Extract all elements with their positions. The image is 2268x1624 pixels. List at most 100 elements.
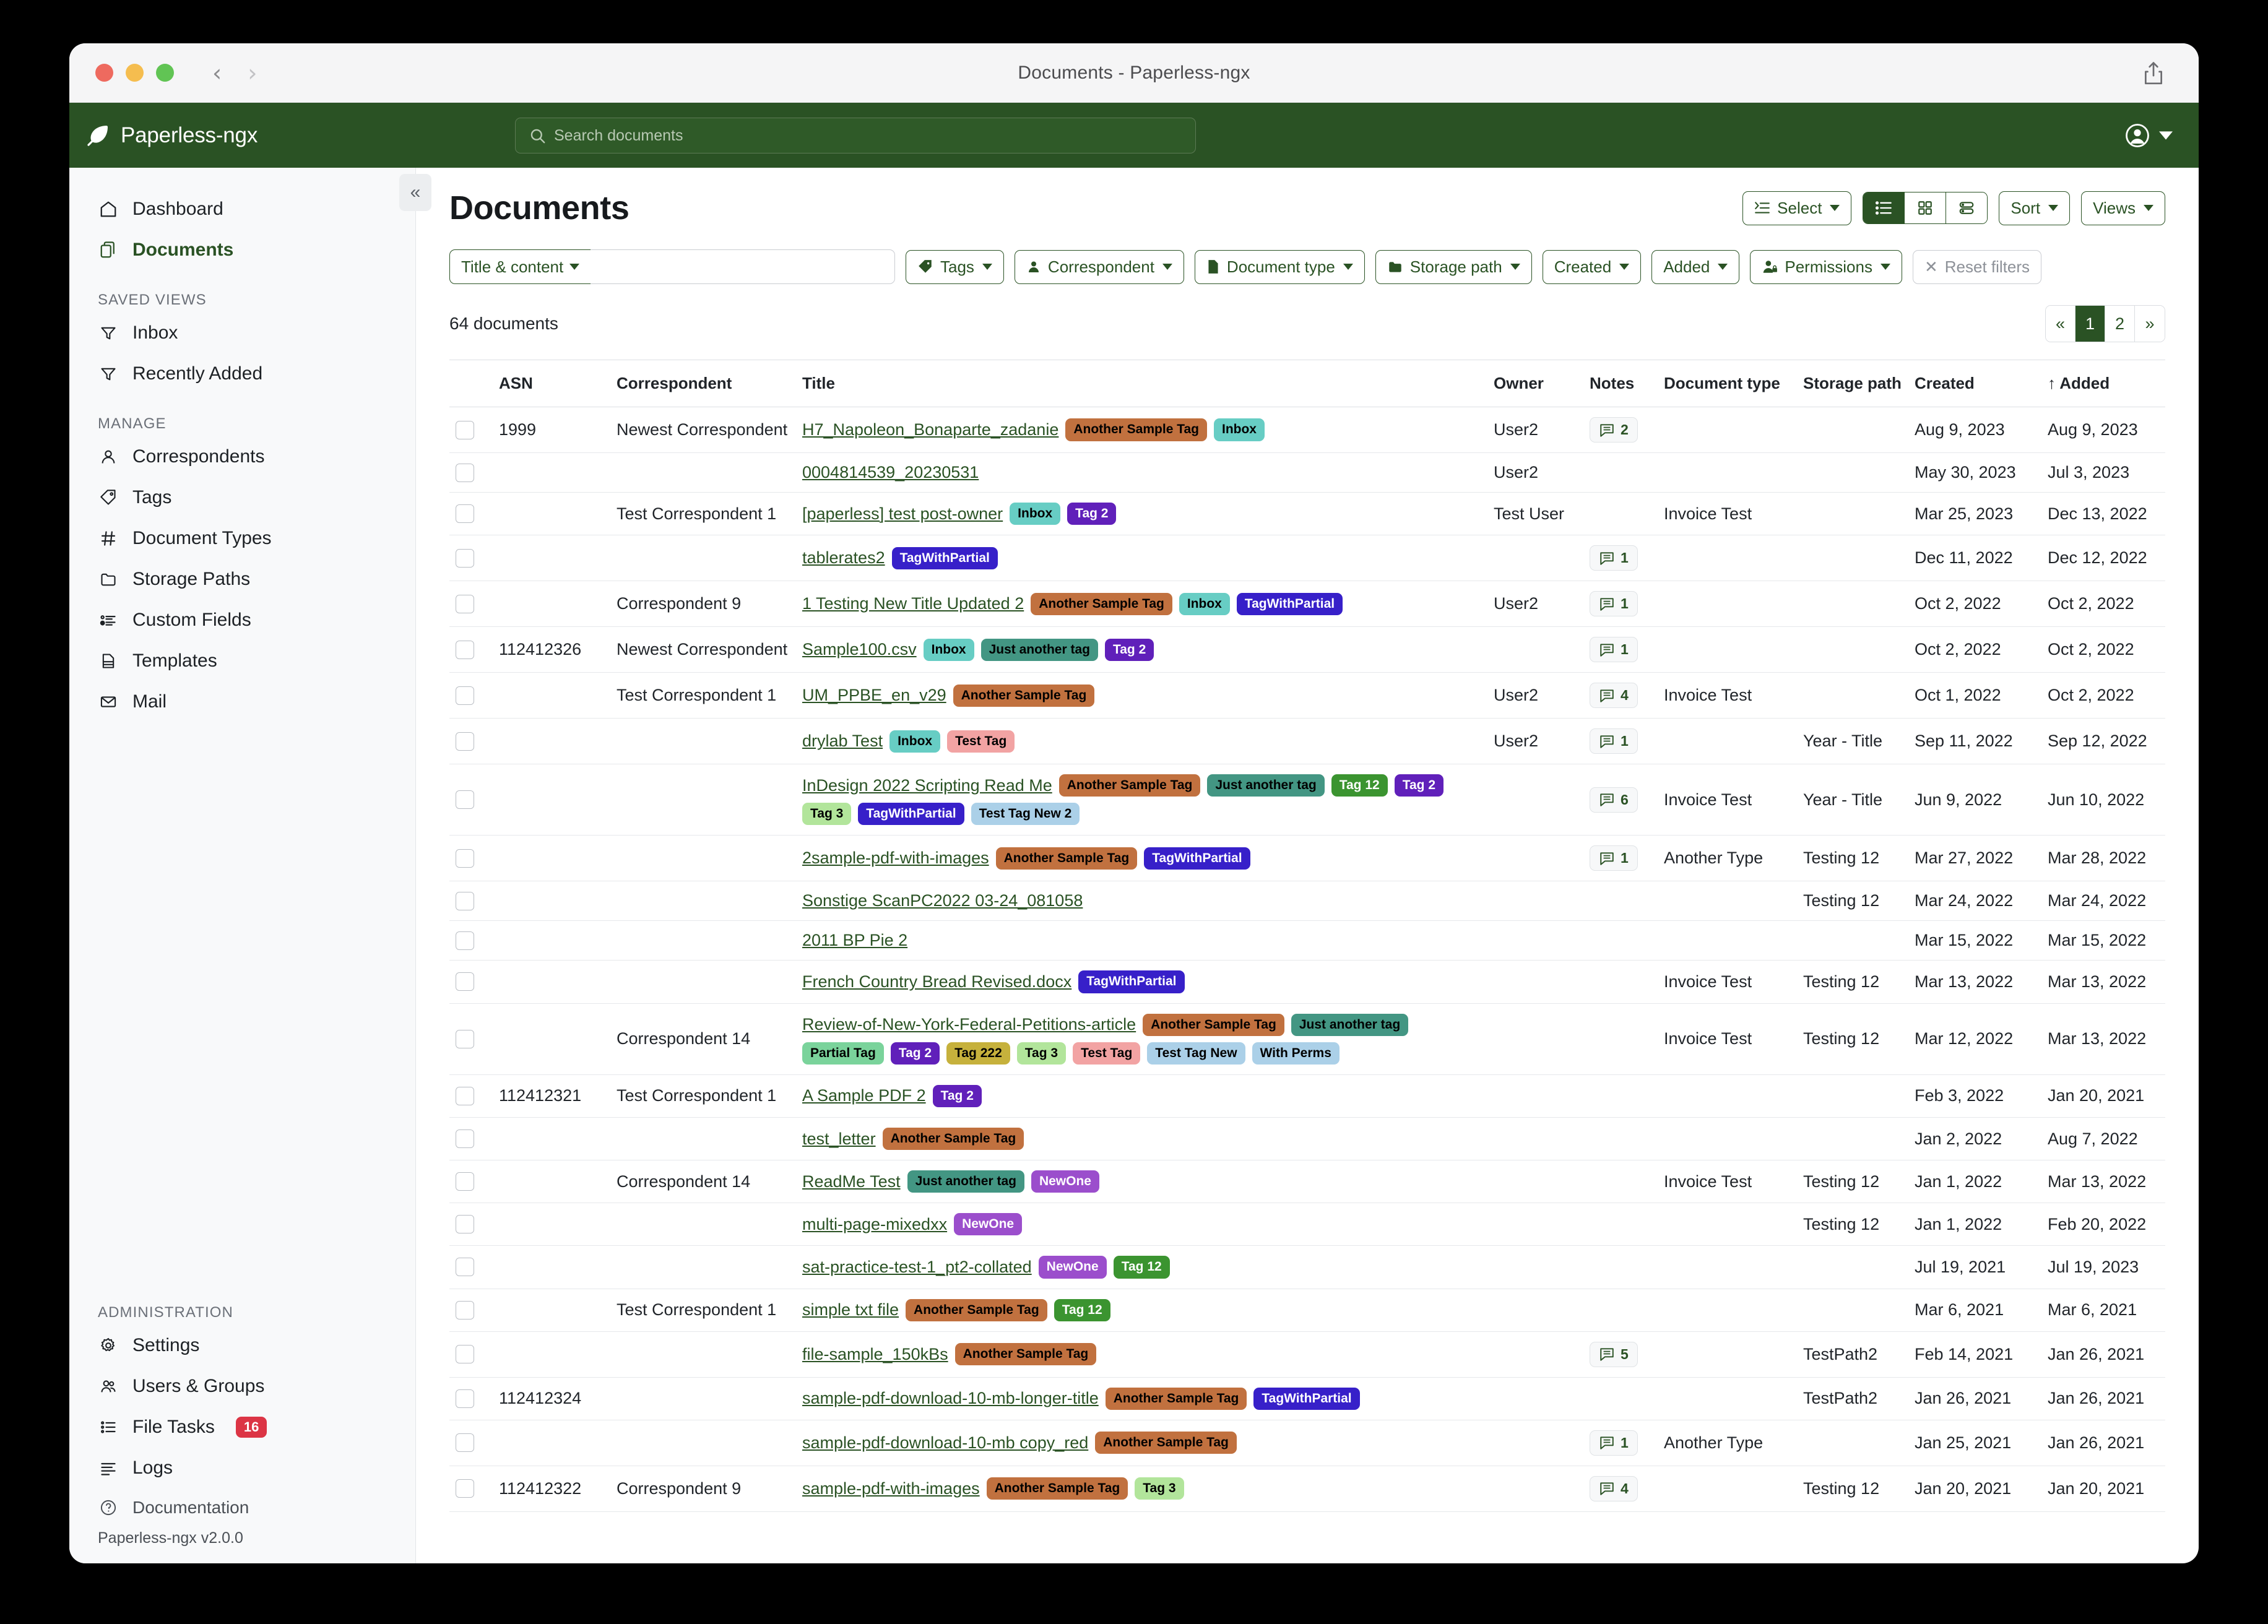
row-checkbox-cell[interactable] — [449, 1289, 493, 1332]
row-checkbox[interactable] — [456, 849, 474, 868]
tag-chip[interactable]: With Perms — [1252, 1042, 1340, 1065]
row-checkbox-cell[interactable] — [449, 626, 493, 673]
tag-chip[interactable]: Another Sample Tag — [1105, 1387, 1247, 1410]
detail-view-icon[interactable] — [1946, 192, 1988, 223]
row-checkbox-cell[interactable] — [449, 407, 493, 453]
tag-chip[interactable]: Partial Tag — [802, 1042, 884, 1065]
tag-chip[interactable]: Test Tag — [1073, 1042, 1141, 1065]
document-title-link[interactable]: UM_PPBE_en_v29 — [802, 686, 946, 705]
table-row[interactable]: Sonstige ScanPC2022 03-24_081058 Testing … — [449, 881, 2165, 922]
table-row[interactable]: Test Correspondent 1 UM_PPBE_en_v29 Anothe… — [449, 672, 2165, 719]
row-checkbox[interactable] — [456, 420, 474, 439]
sidebar-item-documents[interactable]: Documents — [69, 230, 415, 270]
tag-chip[interactable]: TagWithPartial — [1253, 1387, 1360, 1410]
table-row[interactable]: 2011 BP Pie 2 Mar 15, 2022 Mar 15, 2022 — [449, 920, 2165, 961]
sidebar-item-correspondents[interactable]: Correspondents — [69, 436, 415, 477]
sidebar-item-file-tasks[interactable]: File Tasks 16 — [69, 1407, 415, 1448]
tag-chip[interactable]: NewOne — [1031, 1170, 1099, 1193]
table-row[interactable]: tablerates2 TagWithPartial 1 Dec 11, 2022 De… — [449, 535, 2165, 582]
views-button[interactable]: Views — [2081, 191, 2165, 225]
column-header-owner[interactable]: Owner — [1487, 360, 1583, 407]
tag-chip[interactable]: Another Sample Tag — [953, 684, 1095, 707]
row-checkbox[interactable] — [456, 1029, 474, 1048]
row-checkbox[interactable] — [456, 1086, 474, 1105]
tag-chip[interactable]: Tag 12 — [1331, 774, 1388, 797]
grid-view-icon[interactable] — [1905, 192, 1947, 223]
row-checkbox-cell[interactable] — [449, 1074, 493, 1118]
tag-chip[interactable]: Test Tag New — [1147, 1042, 1245, 1065]
row-checkbox[interactable] — [456, 594, 474, 613]
notes-badge[interactable]: 2 — [1590, 417, 1638, 443]
document-title-link[interactable]: French Country Bread Revised.docx — [802, 972, 1072, 991]
notes-badge[interactable]: 1 — [1590, 637, 1638, 663]
row-checkbox-cell[interactable] — [449, 1117, 493, 1161]
sidebar-item-dashboard[interactable]: Dashboard — [69, 189, 415, 230]
row-checkbox[interactable] — [456, 790, 474, 810]
tag-chip[interactable]: Another Sample Tag — [1031, 592, 1172, 615]
tag-chip[interactable]: NewOne — [954, 1213, 1023, 1236]
column-header-added[interactable]: ↑ Added — [2041, 360, 2165, 407]
document-title-link[interactable]: sample-pdf-with-images — [802, 1479, 980, 1498]
tag-chip[interactable]: Inbox — [889, 730, 941, 753]
table-row[interactable]: drylab Test Inbox Test Tag User2 1 Year - Tit… — [449, 718, 2165, 765]
tag-chip[interactable]: Just another tag — [1207, 774, 1325, 797]
document-title-link[interactable]: 1 Testing New Title Updated 2 — [802, 594, 1024, 613]
filter-permissions-button[interactable]: Permissions — [1750, 249, 1902, 284]
table-row[interactable]: 1999 Newest Correspondent H7_Napoleon_Bona… — [449, 407, 2165, 453]
document-title-link[interactable]: tablerates2 — [802, 548, 885, 568]
collapse-sidebar-button[interactable]: « — [399, 174, 431, 211]
title-content-dropdown[interactable]: Title & content — [449, 249, 591, 284]
row-checkbox[interactable] — [456, 1300, 474, 1320]
row-checkbox-cell[interactable] — [449, 1377, 493, 1420]
brand[interactable]: Paperless-ngx — [85, 123, 258, 148]
table-row[interactable]: 0004814539_20230531 User2 May 30, 2023 Jul … — [449, 452, 2165, 493]
row-checkbox-cell[interactable] — [449, 1160, 493, 1204]
document-title-link[interactable]: ReadMe Test — [802, 1172, 901, 1191]
user-account-menu[interactable] — [2124, 123, 2173, 149]
table-row[interactable]: 2sample-pdf-with-images Another Sample Ta… — [449, 835, 2165, 882]
filter-document-type-button[interactable]: Document type — [1194, 249, 1365, 284]
pagination-prev[interactable]: « — [2046, 306, 2075, 342]
tag-chip[interactable]: Another Sample Tag — [954, 1343, 1097, 1366]
tag-chip[interactable]: Another Sample Tag — [906, 1298, 1047, 1321]
document-title-link[interactable]: Sonstige ScanPC2022 03-24_081058 — [802, 891, 1083, 910]
sidebar-item-recently-added[interactable]: Recently Added — [69, 353, 415, 394]
table-row[interactable]: Test Correspondent 1 simple txt file Anoth… — [449, 1289, 2165, 1332]
column-header-document-type[interactable]: Document type — [1658, 360, 1797, 407]
tag-chip[interactable]: Inbox — [1010, 503, 1061, 525]
tag-chip[interactable]: TagWithPartial — [1144, 847, 1250, 870]
table-row[interactable]: sample-pdf-download-10-mb copy_red Anothe… — [449, 1420, 2165, 1466]
tag-chip[interactable]: Tag 3 — [1135, 1477, 1184, 1500]
tag-chip[interactable]: TagWithPartial — [858, 803, 964, 826]
notes-badge[interactable]: 1 — [1590, 728, 1638, 754]
row-checkbox-cell[interactable] — [449, 718, 493, 765]
row-checkbox[interactable] — [456, 686, 474, 705]
back-icon[interactable]: ‹ — [212, 59, 222, 87]
table-row[interactable]: InDesign 2022 Scripting Read Me Another S… — [449, 764, 2165, 836]
table-row[interactable]: 112412326 Newest Correspondent Sample100.c… — [449, 626, 2165, 673]
table-row[interactable]: Test Correspondent 1 [paperless] test pos… — [449, 492, 2165, 536]
row-checkbox[interactable] — [456, 504, 474, 524]
document-title-link[interactable]: multi-page-mixedxx — [802, 1214, 948, 1233]
tag-chip[interactable]: Just another tag — [1291, 1013, 1409, 1036]
table-row[interactable]: sat-practice-test-1_pt2-collated NewOne Ta… — [449, 1245, 2165, 1289]
notes-badge[interactable]: 4 — [1590, 1475, 1638, 1501]
sort-button[interactable]: Sort — [1999, 191, 2071, 225]
minimize-window-button[interactable] — [126, 64, 144, 82]
column-header-created[interactable]: Created — [1908, 360, 2041, 407]
filter-tags-button[interactable]: Tags — [906, 249, 1004, 284]
list-view-icon[interactable] — [1863, 192, 1905, 223]
select-all-header[interactable] — [449, 360, 493, 407]
row-checkbox-cell[interactable] — [449, 1420, 493, 1466]
row-checkbox-cell[interactable] — [449, 1331, 493, 1378]
sidebar-item-inbox[interactable]: Inbox — [69, 313, 415, 353]
row-checkbox-cell[interactable] — [449, 1466, 493, 1512]
sidebar-item-templates[interactable]: Templates — [69, 641, 415, 681]
document-title-link[interactable]: sat-practice-test-1_pt2-collated — [802, 1257, 1032, 1276]
document-title-link[interactable]: 0004814539_20230531 — [802, 463, 979, 482]
column-header-asn[interactable]: ASN — [493, 360, 610, 407]
tag-chip[interactable]: Tag 2 — [932, 1084, 982, 1107]
tag-chip[interactable]: Inbox — [923, 638, 974, 661]
